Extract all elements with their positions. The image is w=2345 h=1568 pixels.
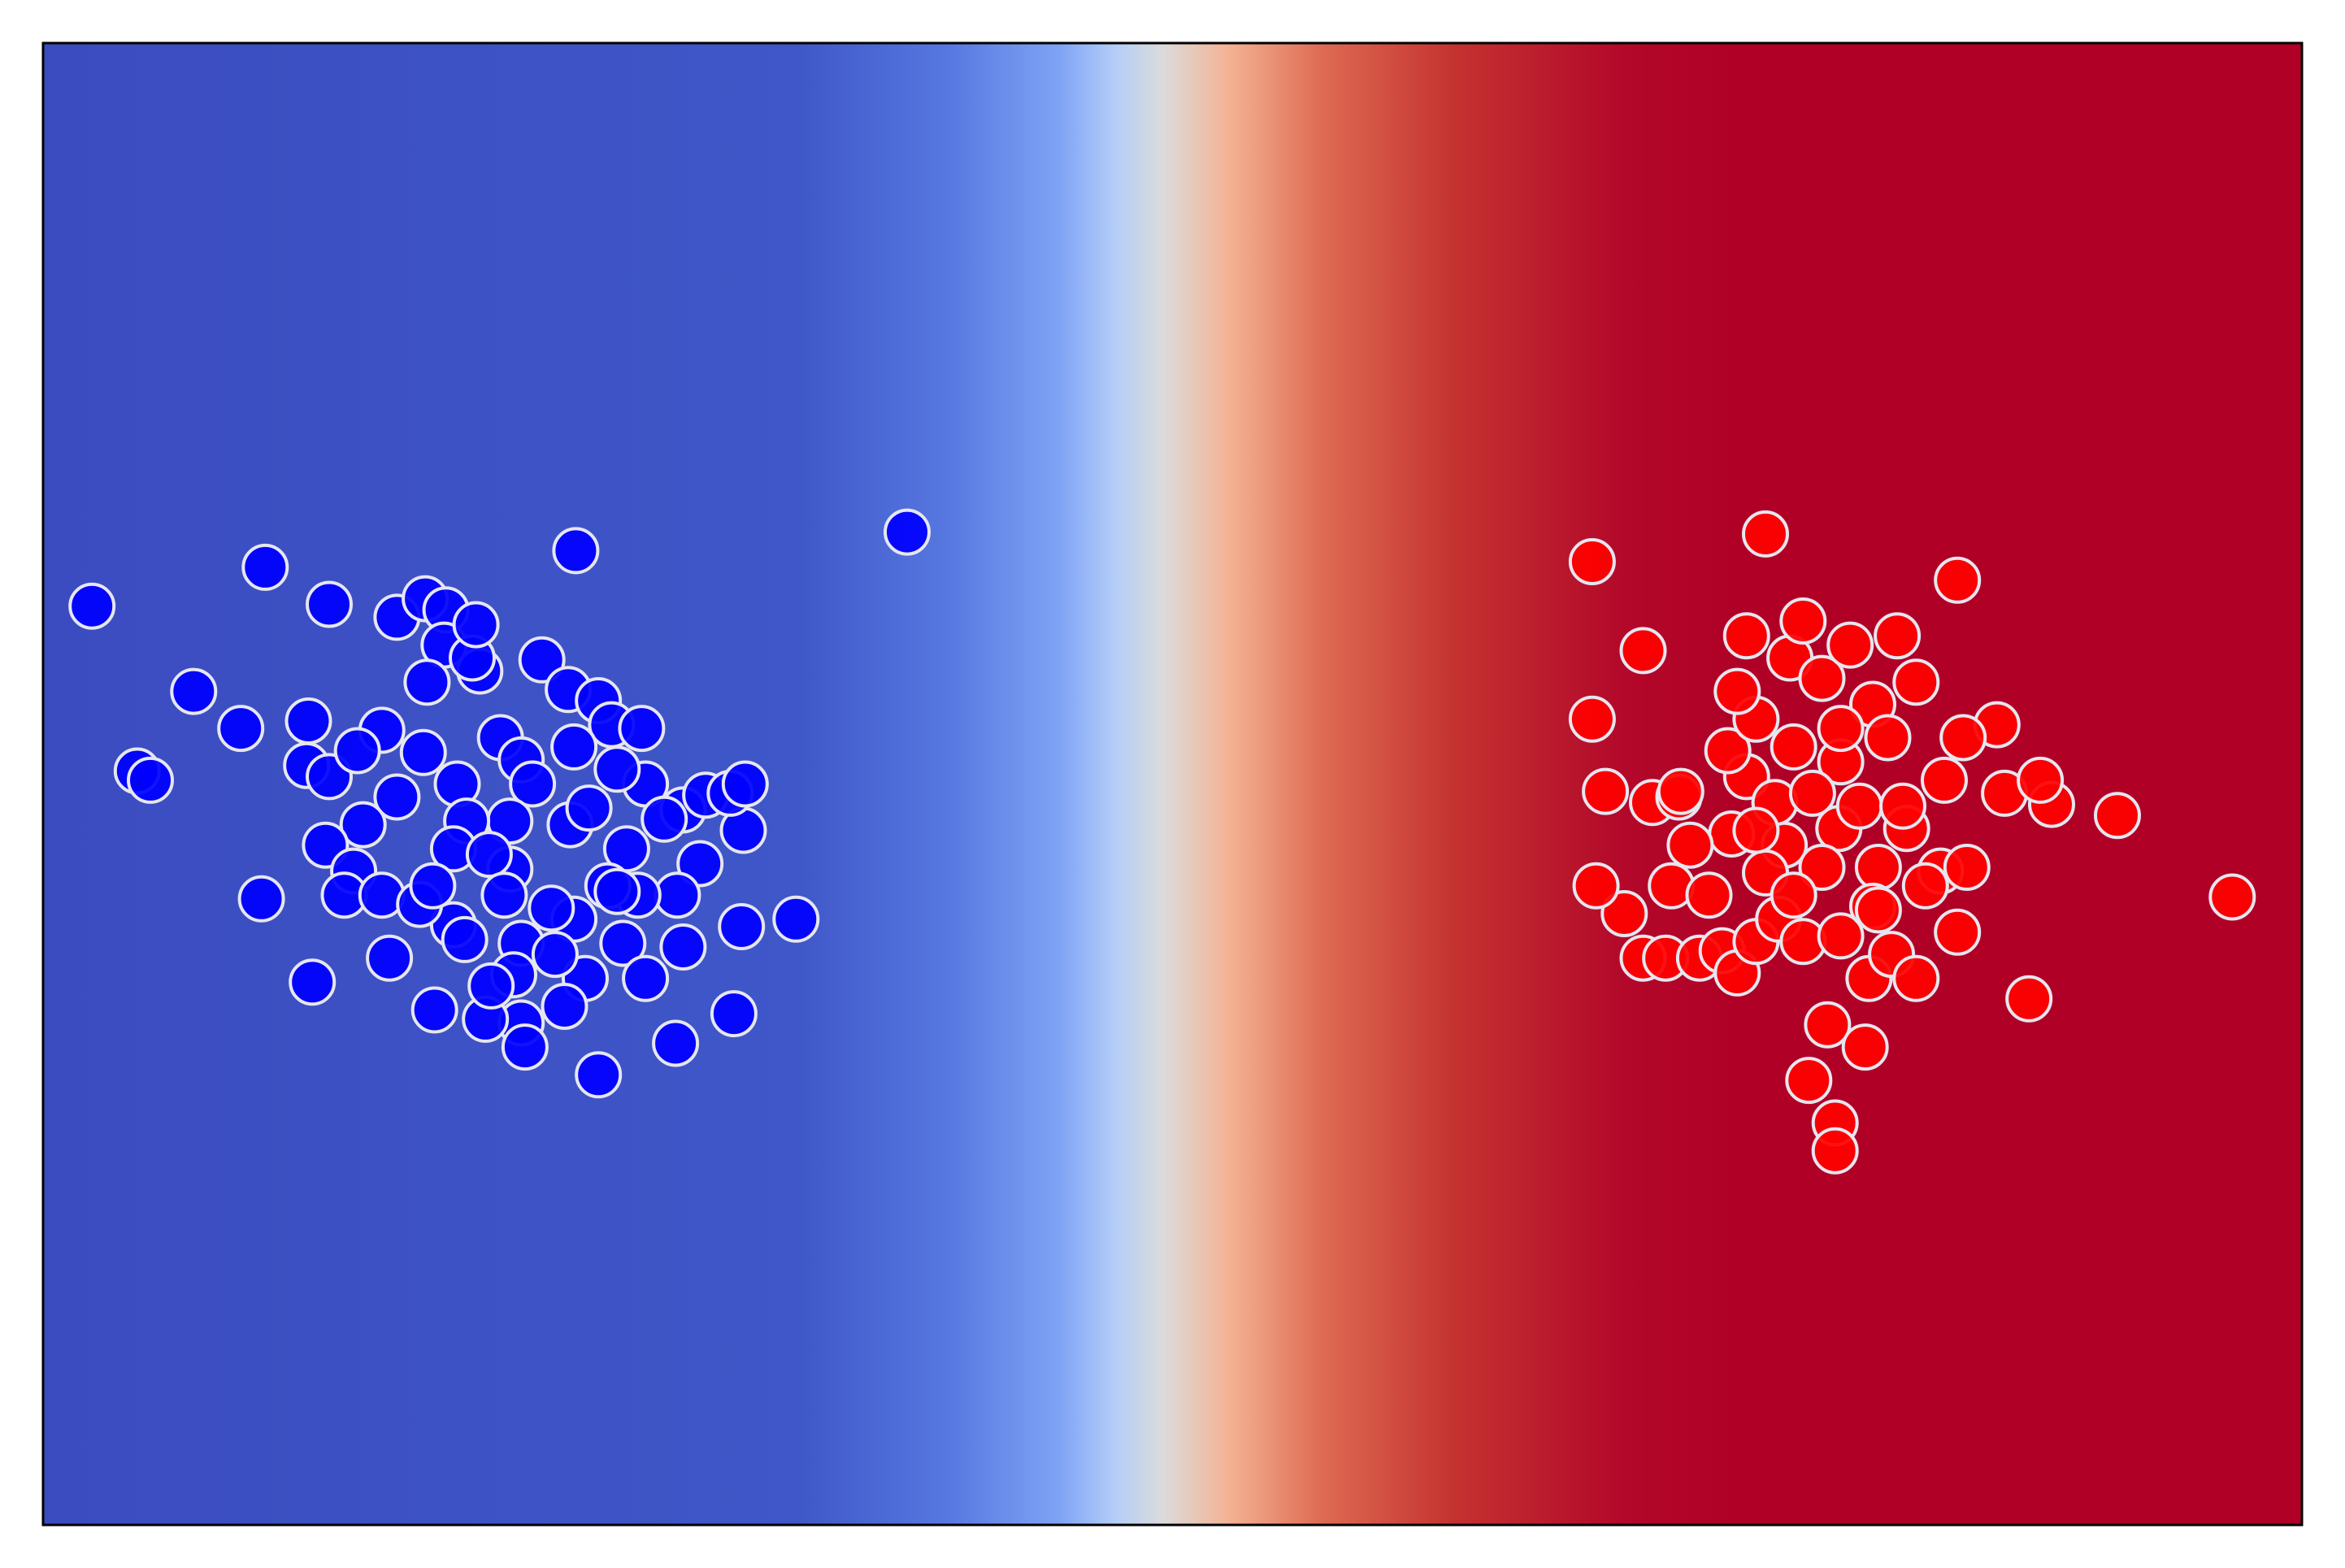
data-point-class-0 bbox=[593, 745, 641, 793]
data-point-class-0 bbox=[237, 875, 285, 923]
data-point-class-0 bbox=[652, 1019, 700, 1067]
data-point-class-0 bbox=[710, 990, 758, 1038]
data-point-class-1 bbox=[1879, 782, 1926, 830]
data-point-class-0 bbox=[410, 986, 458, 1034]
data-point-class-1 bbox=[1572, 862, 1620, 910]
data-point-class-1 bbox=[1892, 658, 1940, 706]
data-point-class-1 bbox=[1874, 612, 1922, 660]
data-point-class-1 bbox=[1685, 871, 1733, 919]
data-point-class-0 bbox=[518, 636, 566, 684]
data-point-class-0 bbox=[339, 801, 387, 849]
data-point-class-0 bbox=[622, 954, 670, 1002]
data-point-class-1 bbox=[1943, 844, 1991, 891]
data-point-class-0 bbox=[552, 527, 600, 575]
data-point-class-0 bbox=[641, 795, 688, 843]
data-point-class-1 bbox=[1804, 1001, 1852, 1049]
data-point-class-0 bbox=[884, 508, 931, 556]
data-point-class-1 bbox=[1742, 510, 1789, 558]
data-point-class-0 bbox=[465, 831, 513, 879]
data-point-class-0 bbox=[241, 543, 289, 591]
data-point-class-0 bbox=[467, 962, 515, 1010]
data-point-class-0 bbox=[409, 862, 457, 910]
data-point-class-1 bbox=[1939, 714, 1987, 762]
data-point-class-1 bbox=[1568, 538, 1616, 585]
data-point-class-1 bbox=[2005, 975, 2053, 1023]
data-point-class-0 bbox=[550, 723, 598, 771]
data-point-class-1 bbox=[1713, 667, 1761, 715]
data-point-class-1 bbox=[1582, 767, 1630, 815]
data-point-class-1 bbox=[2208, 873, 2256, 921]
data-point-class-1 bbox=[1817, 705, 1865, 753]
data-point-class-0 bbox=[441, 915, 489, 963]
data-point-class-1 bbox=[1770, 723, 1817, 771]
data-point-class-1 bbox=[1835, 782, 1883, 830]
data-point-class-0 bbox=[373, 773, 421, 821]
data-point-class-0 bbox=[217, 705, 265, 753]
data-point-class-0 bbox=[659, 923, 707, 971]
data-point-class-0 bbox=[306, 580, 353, 628]
axes-frame bbox=[41, 41, 2304, 1527]
data-point-class-1 bbox=[1864, 714, 1912, 762]
data-point-class-1 bbox=[1826, 621, 1874, 669]
data-point-class-1 bbox=[1798, 654, 1846, 702]
data-point-class-0 bbox=[452, 601, 500, 649]
data-point-class-1 bbox=[1854, 886, 1902, 934]
data-point-class-0 bbox=[565, 784, 613, 832]
data-point-class-1 bbox=[1568, 695, 1616, 743]
data-point-class-1 bbox=[1854, 844, 1902, 891]
data-point-class-1 bbox=[1934, 908, 1982, 956]
data-point-class-1 bbox=[1921, 756, 1968, 804]
data-point-class-0 bbox=[127, 756, 174, 804]
data-point-class-0 bbox=[170, 667, 218, 715]
data-point-class-1 bbox=[1892, 954, 1940, 1002]
data-point-class-0 bbox=[718, 903, 766, 950]
data-point-class-0 bbox=[68, 582, 116, 630]
data-point-class-1 bbox=[2017, 756, 2065, 804]
data-point-class-0 bbox=[618, 705, 666, 753]
data-point-class-1 bbox=[1704, 727, 1752, 775]
data-point-class-1 bbox=[1619, 627, 1667, 675]
data-point-class-1 bbox=[1779, 597, 1827, 645]
data-point-class-0 bbox=[531, 931, 579, 979]
data-point-class-1 bbox=[1657, 767, 1704, 815]
data-point-class-0 bbox=[721, 760, 769, 808]
data-point-class-0 bbox=[284, 697, 332, 745]
data-point-class-0 bbox=[509, 760, 557, 808]
data-point-class-1 bbox=[1600, 890, 1648, 937]
data-point-class-1 bbox=[1798, 844, 1846, 891]
data-point-class-1 bbox=[1841, 1023, 1889, 1071]
data-point-class-1 bbox=[1666, 821, 1714, 869]
data-point-class-0 bbox=[599, 919, 647, 967]
data-point-class-0 bbox=[366, 934, 414, 982]
points-layer bbox=[68, 508, 2256, 1175]
data-point-class-0 bbox=[501, 1023, 549, 1071]
data-point-class-1 bbox=[2094, 792, 2141, 840]
data-point-class-0 bbox=[333, 727, 381, 775]
data-point-class-0 bbox=[772, 895, 820, 943]
data-point-class-1 bbox=[1811, 1127, 1859, 1175]
data-point-class-0 bbox=[541, 983, 588, 1030]
data-point-class-0 bbox=[399, 728, 447, 776]
data-point-class-1 bbox=[1934, 556, 1982, 604]
data-point-class-0 bbox=[289, 958, 337, 1006]
data-point-class-1 bbox=[1722, 612, 1770, 660]
data-point-class-1 bbox=[1817, 912, 1865, 960]
data-point-class-0 bbox=[593, 867, 641, 915]
data-point-class-1 bbox=[1901, 862, 1949, 910]
data-point-class-0 bbox=[403, 658, 451, 706]
data-point-class-0 bbox=[654, 871, 701, 919]
data-point-class-1 bbox=[1732, 806, 1780, 854]
data-point-class-1 bbox=[1788, 769, 1836, 817]
data-point-class-0 bbox=[480, 871, 528, 919]
data-point-class-0 bbox=[575, 1051, 623, 1099]
data-point-class-0 bbox=[528, 884, 575, 932]
data-point-class-1 bbox=[1785, 1057, 1833, 1105]
data-point-class-1 bbox=[1770, 871, 1817, 919]
